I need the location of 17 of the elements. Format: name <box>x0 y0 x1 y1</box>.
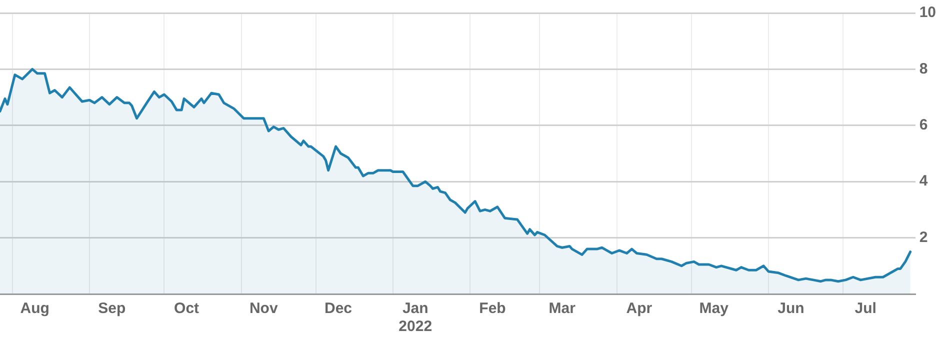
y-tick-label: 4 <box>919 172 928 190</box>
x-tick-label: Oct <box>174 300 200 318</box>
x-tick-label: Apr <box>626 300 652 318</box>
x-tick-label: Mar <box>548 300 576 318</box>
y-tick-label: 6 <box>919 116 928 134</box>
x-tick-label: Aug <box>20 300 50 318</box>
x-tick-label: Jun <box>778 300 804 318</box>
y-tick-label: 8 <box>919 60 928 78</box>
x-tick-label: Jan 2022 <box>398 300 432 336</box>
x-tick-label: Jul <box>854 300 876 318</box>
x-tick-label: Feb <box>479 300 506 318</box>
x-tick-label: May <box>699 300 730 318</box>
y-tick-label: 2 <box>919 228 928 246</box>
y-tick-label: 10 <box>919 4 936 22</box>
x-tick-label: Sep <box>98 300 126 318</box>
x-tick-label: Nov <box>249 300 278 318</box>
x-tick-label: Dec <box>324 300 352 318</box>
